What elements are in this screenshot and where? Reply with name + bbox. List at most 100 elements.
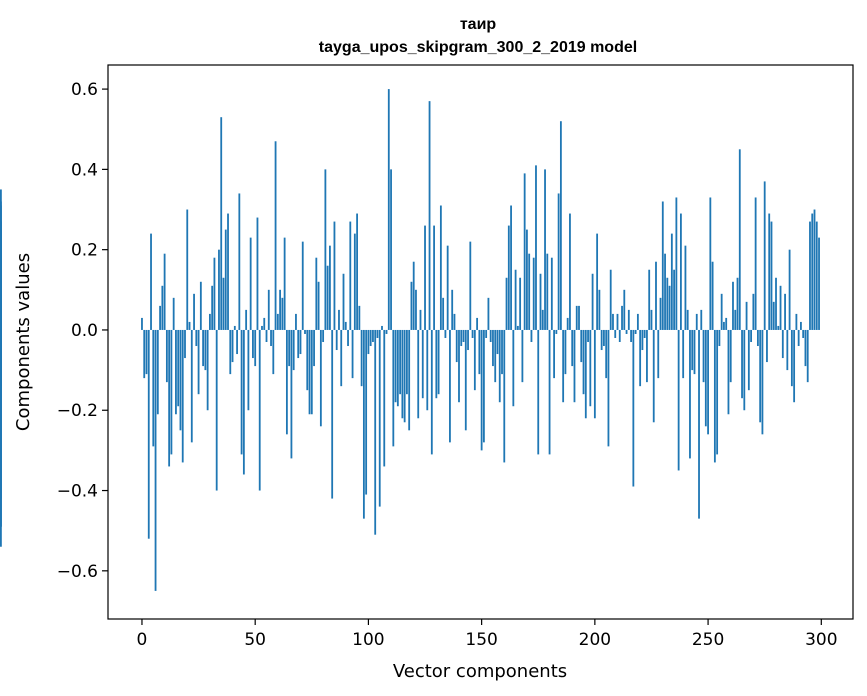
bar-224 (648, 269, 651, 330)
bar-260 (729, 329, 732, 383)
bar-274 (761, 329, 764, 435)
bar-261 (732, 281, 734, 330)
bar-112 (394, 329, 397, 403)
bar-110 (390, 169, 392, 330)
bar-135 (446, 245, 449, 330)
bar-203 (600, 329, 603, 351)
bar-227 (655, 261, 657, 330)
bar-6 (154, 329, 157, 591)
bar-263 (736, 277, 739, 330)
bar-68 (295, 313, 297, 330)
bar-280 (775, 277, 777, 330)
bar-256 (720, 293, 723, 330)
bar-10 (163, 253, 166, 330)
bar-220 (639, 329, 642, 387)
bar-205 (605, 329, 608, 379)
bar-186 (562, 329, 565, 403)
bar-19 (184, 329, 186, 359)
bar-98 (362, 329, 365, 519)
bar-139 (455, 329, 458, 363)
bar-23 (193, 293, 195, 330)
bar-123 (419, 309, 422, 330)
bar-77 (315, 257, 318, 330)
bar-219 (636, 313, 639, 330)
bar-80 (322, 329, 325, 342)
bar-91 (347, 329, 349, 347)
bar-84 (331, 329, 334, 499)
bar-145 (469, 241, 472, 330)
chart-title: таир (460, 16, 497, 33)
bar-32 (213, 257, 216, 330)
bar-65 (288, 329, 291, 367)
bar-9 (161, 285, 164, 330)
bar-175 (537, 329, 540, 455)
bar-225 (650, 309, 653, 330)
bar-287 (790, 329, 793, 387)
bar-235 (673, 269, 676, 330)
bar-136 (449, 329, 451, 443)
bar-138 (453, 313, 456, 330)
bar-202 (598, 289, 601, 330)
bar-169 (523, 173, 526, 330)
bar-45 (242, 329, 245, 475)
bar-285 (786, 329, 789, 371)
bar-93 (351, 329, 354, 379)
bar-292 (802, 329, 805, 338)
x-tick-label: 200 (579, 630, 611, 650)
bar-245 (695, 313, 698, 330)
bar-266 (743, 329, 746, 411)
bar-281 (777, 325, 780, 330)
bar-158 (498, 329, 501, 403)
bar-257 (723, 321, 725, 330)
bar-108 (385, 329, 388, 334)
bar-297 (813, 209, 816, 330)
bar-184 (557, 193, 560, 330)
bar-229 (659, 297, 662, 330)
bar-191 (573, 329, 576, 403)
bar-128 (430, 329, 433, 455)
bar-267 (745, 301, 748, 330)
bar-206 (607, 329, 610, 447)
bar-246 (698, 329, 700, 519)
bar-233 (668, 285, 671, 330)
bar-228 (657, 329, 660, 379)
bar-27 (202, 329, 205, 367)
bar-12 (168, 329, 171, 467)
bar-277 (768, 213, 771, 330)
bar-48 (249, 237, 252, 330)
bar-148 (476, 317, 479, 330)
bar-72 (304, 329, 306, 334)
bar-59 (274, 141, 277, 330)
bar-119 (410, 281, 413, 330)
bar-296 (811, 213, 814, 330)
bar-44 (240, 329, 243, 455)
bar-undefined (0, 329, 2, 547)
x-axis-ticks: 0 50 100 150 200 250 300 (137, 619, 838, 650)
bar-289 (795, 313, 798, 330)
bar-159 (501, 329, 503, 375)
bar-179 (546, 253, 549, 330)
bar-278 (770, 221, 773, 330)
bar-152 (485, 329, 488, 338)
bar-298 (815, 221, 818, 330)
bar-214 (625, 329, 628, 334)
bar-240 (684, 245, 687, 330)
x-tick-label: 100 (352, 630, 384, 650)
bar-75 (310, 329, 313, 415)
bar-230 (661, 201, 664, 330)
bar-22 (190, 329, 193, 443)
bar-106 (381, 325, 383, 330)
bar-69 (297, 329, 300, 359)
bar-171 (528, 253, 531, 330)
bar-239 (682, 329, 685, 379)
bar-73 (306, 329, 309, 391)
y-tick-label: −0.4 (57, 482, 98, 502)
bar-143 (464, 329, 467, 431)
bar-265 (741, 329, 743, 399)
bar-242 (689, 329, 691, 459)
bar-29 (206, 329, 209, 411)
bar-279 (772, 301, 775, 330)
bar-140 (458, 329, 460, 403)
bar-114 (399, 329, 402, 395)
